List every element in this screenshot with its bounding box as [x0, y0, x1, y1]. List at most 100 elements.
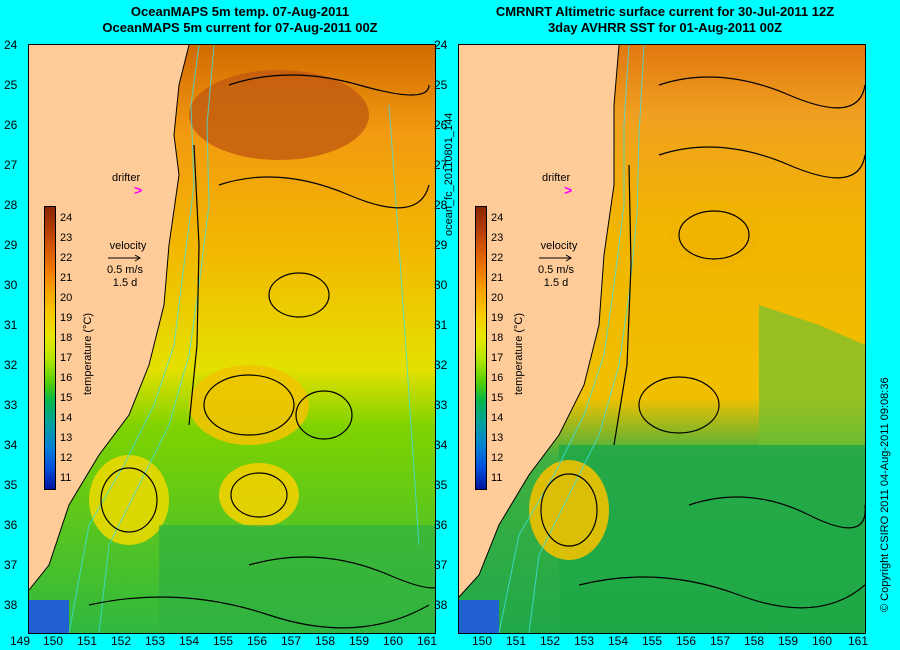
colorbar-tick: 18	[60, 332, 73, 344]
right-title-line2: 3day AVHRR SST for 01-Aug-2011 00Z	[547, 20, 783, 35]
left-warm-core-north	[189, 70, 369, 160]
colorbar-tick: 18	[491, 332, 504, 344]
lat-tick: 26	[4, 118, 18, 132]
drifter-marker-right: >	[564, 182, 573, 198]
right-map-svg	[459, 45, 865, 633]
colorbar-tick: 23	[491, 232, 504, 244]
left-land	[29, 45, 189, 590]
colorbar-swatch	[44, 206, 56, 490]
lon-tick: 151	[506, 634, 527, 648]
left-eddy-1	[189, 365, 309, 445]
lat-tick: 35	[4, 478, 18, 492]
right-title: CMRNRT Altimetric surface current for 30…	[455, 4, 875, 36]
lat-tick: 34	[4, 438, 18, 452]
colorbar-tick: 24	[60, 212, 73, 224]
lon-tick: 160	[383, 634, 404, 648]
lat-tick: 30	[434, 278, 448, 292]
lat-tick: 29	[4, 238, 18, 252]
lat-tick: 25	[434, 78, 448, 92]
colorbar-tick: 17	[60, 352, 73, 364]
lon-tick: 150	[43, 634, 64, 648]
lat-tick: 32	[4, 358, 18, 372]
colorbar-title: temperature (°C)	[513, 312, 525, 395]
lat-tick: 33	[4, 398, 18, 412]
lon-tick: 157	[710, 634, 731, 648]
drifter-label-left: drifter	[112, 172, 141, 184]
lat-tick: 31	[4, 318, 18, 332]
colorbar-title: temperature (°C)	[82, 312, 94, 395]
velocity-duration: 1.5 d	[112, 277, 138, 289]
colorbar-tick: 20	[491, 292, 504, 304]
colorbar-swatch	[475, 206, 487, 490]
colorbar-tick: 23	[60, 232, 73, 244]
drifter-marker-left: >	[134, 182, 143, 198]
colorbar-tick: 24	[491, 212, 504, 224]
left-deep-water-sw	[29, 600, 69, 633]
right-title-line1: CMRNRT Altimetric surface current for 30…	[495, 4, 835, 19]
lat-tick: 37	[434, 558, 448, 572]
left-bathymetry-contours	[68, 45, 420, 633]
forecast-id-label: ocean_fc_20110801_144	[443, 112, 455, 236]
colorbar-tick: 17	[491, 352, 504, 364]
colorbar-tick: 15	[60, 392, 73, 404]
colorbar-tick: 14	[491, 412, 504, 424]
lon-tick: 158	[744, 634, 765, 648]
colorbar-tick: 16	[491, 372, 504, 384]
colorbar-tick: 15	[491, 392, 504, 404]
lat-tick: 36	[4, 518, 18, 532]
colorbar-tick: 14	[60, 412, 73, 424]
left-map-panel	[28, 44, 436, 634]
velocity-label: velocity	[109, 240, 147, 252]
lat-tick: 35	[434, 478, 448, 492]
velocity-label: velocity	[540, 240, 578, 252]
lon-tick: 152	[111, 634, 132, 648]
velocity-arrow-icon	[108, 254, 141, 262]
right-current-streamlines	[540, 76, 865, 609]
lon-tick: 157	[281, 634, 302, 648]
lon-tick: 149	[10, 634, 31, 648]
lon-tick: 159	[778, 634, 799, 648]
lat-tick: 38	[4, 598, 18, 612]
lat-tick: 34	[434, 438, 448, 452]
right-green-tongue	[759, 305, 865, 445]
colorbar-tick: 13	[491, 432, 504, 444]
left-cool-south	[159, 525, 435, 633]
lon-tick: 156	[247, 634, 268, 648]
lon-tick: 154	[608, 634, 629, 648]
lat-tick: 27	[434, 158, 448, 172]
left-title-line2: OceanMAPS 5m current for 07-Aug-2011 00Z	[102, 20, 378, 35]
lon-tick: 151	[77, 634, 98, 648]
lon-tick: 153	[145, 634, 166, 648]
lat-tick: 28	[434, 198, 448, 212]
lon-tick: 155	[213, 634, 234, 648]
colorbar-tick: 11	[491, 472, 503, 484]
colorbar-tick: 19	[60, 312, 73, 324]
left-title: OceanMAPS 5m temp. 07-Aug-2011 OceanMAPS…	[40, 4, 440, 36]
copyright-label: © Copyright CSIRO 2011 04-Aug-2011 09:08…	[879, 377, 891, 612]
lon-tick: 159	[349, 634, 370, 648]
lat-tick: 31	[434, 318, 448, 332]
lon-tick: 161	[417, 634, 438, 648]
right-land	[459, 45, 619, 597]
lon-tick: 156	[676, 634, 697, 648]
colorbar-tick: 16	[60, 372, 73, 384]
lon-tick: 154	[179, 634, 200, 648]
lat-tick: 33	[434, 398, 448, 412]
drifter-label-right: drifter	[542, 172, 571, 184]
colorbar-tick: 21	[60, 272, 73, 284]
lat-tick: 26	[434, 118, 448, 132]
colorbar-tick: 11	[60, 472, 72, 484]
left-title-line1: OceanMAPS 5m temp. 07-Aug-2011	[130, 4, 350, 19]
velocity-arrow-icon	[539, 254, 572, 262]
left-current-streamlines	[88, 74, 435, 629]
lat-tick: 24	[434, 38, 448, 52]
lat-tick: 28	[4, 198, 18, 212]
lat-tick: 38	[434, 598, 448, 612]
right-coastline	[459, 45, 620, 598]
colorbar-tick: 19	[491, 312, 504, 324]
colorbar-tick: 22	[60, 252, 73, 264]
right-map-panel	[458, 44, 866, 634]
lat-tick: 30	[4, 278, 18, 292]
lon-tick: 155	[642, 634, 663, 648]
lat-tick: 37	[4, 558, 18, 572]
